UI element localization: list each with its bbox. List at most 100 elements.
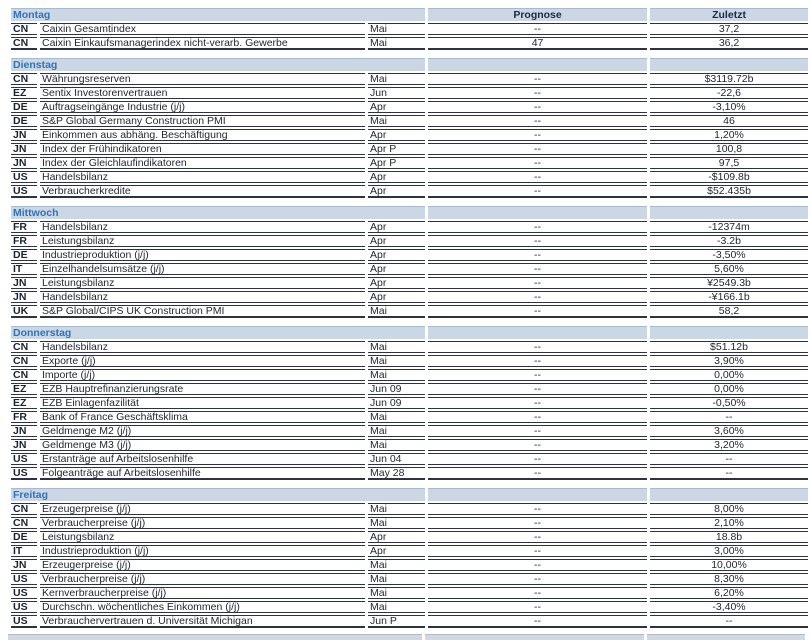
country-code: JN	[11, 439, 37, 451]
zuletzt-value: -12374m	[650, 221, 808, 233]
table-row: US Verbraucherpreise (j/j) Mai -- 8,30%	[11, 573, 809, 585]
prognose-value: --	[428, 305, 647, 318]
zuletzt-value: $51.12b	[650, 341, 808, 353]
event-name: S&P Global Germany Construction PMI	[40, 115, 365, 127]
prognose-value: --	[428, 23, 648, 35]
event-name: Verbraucherkredite	[40, 185, 365, 198]
country-code: EZ	[11, 87, 37, 99]
period: Mai	[368, 587, 426, 599]
table-row: CN Caixin Gesamtindex Mai -- 37,2	[11, 23, 809, 35]
band-segment	[8, 634, 422, 640]
zuletzt-value: 100,8	[650, 143, 809, 155]
country-code: CN	[11, 503, 37, 515]
country-code: US	[11, 185, 37, 198]
prognose-value: --	[428, 277, 647, 289]
country-code: FR	[11, 235, 37, 247]
prognose-value: --	[428, 129, 648, 141]
zuletzt-column-header	[650, 58, 809, 71]
table-row: CN Handelsbilanz Mai -- $51.12b	[11, 341, 808, 353]
table-row: DE Auftragseingänge Industrie (j/j) Apr …	[11, 101, 809, 113]
zuletzt-value: 3,90%	[650, 355, 808, 367]
country-code: DE	[11, 531, 37, 543]
country-code: US	[11, 467, 37, 480]
zuletzt-value: 2,10%	[650, 517, 809, 529]
period: Mai	[368, 439, 425, 451]
prognose-value: --	[428, 355, 647, 367]
country-code: DE	[11, 249, 37, 261]
period: Jun P	[368, 615, 426, 628]
event-name: Durchschn. wöchentliches Einkommen (j/j)	[40, 601, 365, 613]
period: Mai	[368, 341, 425, 353]
prognose-value: --	[428, 397, 647, 409]
country-code: JN	[11, 143, 37, 155]
country-code: US	[11, 453, 37, 465]
country-code: CN	[11, 73, 37, 85]
table-row: UK S&P Global/CIPS UK Construction PMI M…	[11, 305, 808, 318]
event-name: Folgeanträge auf Arbeitslosenhilfe	[40, 467, 365, 480]
country-code: CN	[11, 37, 37, 50]
band-segment	[647, 634, 805, 640]
period: Apr	[368, 221, 425, 233]
day-header-row: Montag Prognose Zuletzt	[11, 8, 809, 21]
zuletzt-value: 3,20%	[650, 439, 808, 451]
prognose-value: --	[428, 531, 648, 543]
prognose-value: --	[428, 559, 648, 571]
period: May 28	[368, 467, 425, 480]
calendar-sections: Montag Prognose Zuletzt CN Caixin Gesamt…	[8, 6, 811, 630]
period: Mai	[368, 517, 426, 529]
zuletzt-value: -3,50%	[650, 249, 808, 261]
period: Mai	[368, 23, 426, 35]
country-code: US	[11, 587, 37, 599]
table-row: JN Erzeugerpreise (j/j) Mai -- 10,00%	[11, 559, 809, 571]
table-row: IT Industrieproduktion (j/j) Apr -- 3,00…	[11, 545, 809, 557]
table-row: JN Handelsbilanz Apr -- -¥166.1b	[11, 291, 808, 303]
event-name: Leistungsbilanz	[40, 235, 365, 247]
zuletzt-value: ¥2549.3b	[650, 277, 808, 289]
country-code: IT	[11, 545, 37, 557]
table-row: IT Einzelhandelsumsätze (j/j) Apr -- 5,6…	[11, 263, 808, 275]
period: Mai	[368, 559, 426, 571]
zuletzt-value: 8,00%	[650, 503, 809, 515]
event-name: Caixin Gesamtindex	[40, 23, 365, 35]
prognose-value: 47	[428, 37, 648, 50]
table-row: JN Index der Frühindikatoren Apr P -- 10…	[11, 143, 809, 155]
prognose-value: --	[428, 221, 647, 233]
zuletzt-value: --	[650, 467, 808, 480]
period: Mai	[368, 503, 426, 515]
day-label: Mittwoch	[11, 206, 425, 219]
prognose-value: --	[428, 235, 647, 247]
event-name: Exporte (j/j)	[40, 355, 365, 367]
period: Jun 09	[368, 383, 425, 395]
zuletzt-value: 3,60%	[650, 425, 808, 437]
period: Jun 04	[368, 453, 425, 465]
table-row: FR Bank of France Geschäftsklima Mai -- …	[11, 411, 808, 423]
prognose-value: --	[428, 157, 648, 169]
next-section-band-cutoff	[8, 634, 805, 640]
event-name: Caixin Einkaufsmanagerindex nicht-verarb…	[40, 37, 365, 50]
period: Apr P	[368, 143, 426, 155]
table-row: EZ EZB Hauptrefinanzierungsrate Jun 09 -…	[11, 383, 808, 395]
event-name: Kernverbraucherpreise (j/j)	[40, 587, 365, 599]
prognose-value: --	[428, 573, 648, 585]
event-name: Erzeugerpreise (j/j)	[40, 503, 365, 515]
calendar-section-dienstag: Dienstag CN Währungsreserven Mai -- $311…	[8, 56, 811, 200]
prognose-value: --	[428, 601, 648, 613]
period: Apr	[368, 263, 425, 275]
day-label: Freitag	[11, 488, 426, 501]
event-name: Importe (j/j)	[40, 369, 365, 381]
prognose-value: --	[428, 73, 648, 85]
event-name: Verbrauchervertrauen d. Universität Mich…	[40, 615, 365, 628]
table-row: EZ Sentix Investorenvertrauen Jun -- -22…	[11, 87, 809, 99]
period: Jun	[368, 87, 426, 99]
period: Apr	[368, 185, 426, 198]
zuletzt-value: 3,00%	[650, 545, 809, 557]
zuletzt-value: -3,10%	[650, 101, 809, 113]
prognose-value: --	[428, 467, 647, 480]
prognose-value: --	[428, 185, 648, 198]
country-code: JN	[11, 277, 37, 289]
zuletzt-value: --	[650, 615, 809, 628]
event-name: Index der Gleichlaufindikatoren	[40, 157, 365, 169]
prognose-value: --	[428, 249, 647, 261]
period: Apr	[368, 129, 426, 141]
country-code: DE	[11, 101, 37, 113]
